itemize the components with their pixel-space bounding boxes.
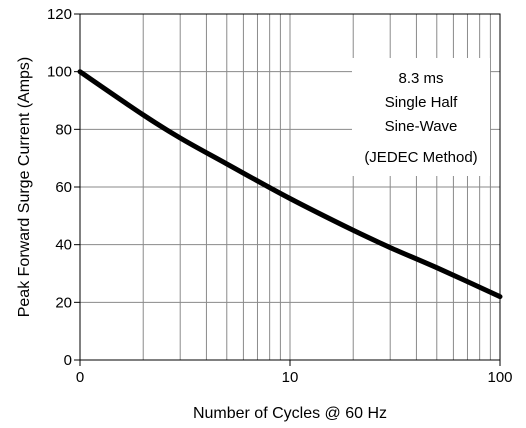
x-tick-label: 10: [282, 369, 299, 386]
y-tick-labels: 0 20 40 60 80 100 120: [47, 6, 72, 369]
annotation-line-2: Single Half: [385, 94, 458, 111]
y-tick-label: 120: [47, 6, 72, 23]
y-tick-label: 20: [55, 294, 72, 311]
y-tick-label: 100: [47, 64, 72, 81]
x-tick-label: 0: [76, 369, 84, 386]
x-tick-label: 100: [487, 369, 512, 386]
annotation-line-1: 8.3 ms: [398, 70, 443, 87]
x-axis-title: Number of Cycles @ 60 Hz: [193, 405, 387, 422]
y-axis-title: Peak Forward Surge Current (Amps): [16, 57, 33, 318]
y-tick-label: 40: [55, 237, 72, 254]
annotation-line-4: (JEDEC Method): [364, 149, 477, 166]
series-line-surge-current: [77, 69, 503, 300]
y-tick-label: 60: [55, 179, 72, 196]
x-tick-labels: 0 10 100: [76, 369, 513, 386]
y-tick-label: 0: [64, 352, 72, 369]
annotation-line-3: Sine-Wave: [385, 118, 458, 135]
annotation-box: [352, 58, 490, 176]
y-tick-label: 80: [55, 121, 72, 138]
